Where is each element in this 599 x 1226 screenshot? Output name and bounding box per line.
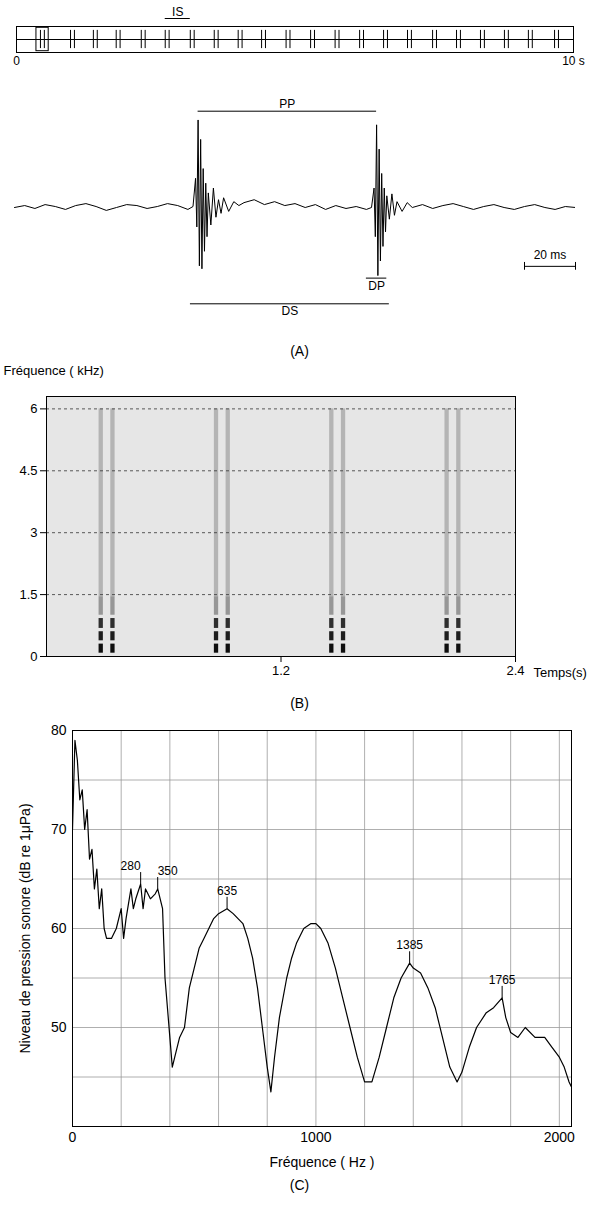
svg-text:0: 0 xyxy=(13,54,20,68)
svg-text:1765: 1765 xyxy=(489,973,516,987)
svg-text:70: 70 xyxy=(51,821,67,837)
svg-text:6: 6 xyxy=(30,401,37,416)
svg-text:2.4: 2.4 xyxy=(506,663,524,678)
svg-text:Niveau de pression sonore (dB: Niveau de pression sonore (dB re 1μPa) xyxy=(17,803,33,1053)
svg-text:PP: PP xyxy=(279,97,295,111)
svg-text:50: 50 xyxy=(51,1019,67,1035)
svg-text:0: 0 xyxy=(69,1129,77,1145)
svg-text:1000: 1000 xyxy=(300,1129,331,1145)
svg-text:280: 280 xyxy=(121,859,141,873)
svg-text:1.2: 1.2 xyxy=(272,663,290,678)
html-text:(A): (A) xyxy=(290,343,309,359)
svg-text:1385: 1385 xyxy=(396,938,423,952)
svg-text:635: 635 xyxy=(217,884,237,898)
svg-text:Temps(s): Temps(s) xyxy=(534,665,587,680)
html-text:(C): (C) xyxy=(289,1177,310,1193)
svg-text:2000: 2000 xyxy=(544,1129,575,1145)
svg-text:60: 60 xyxy=(51,920,67,936)
svg-text:DP: DP xyxy=(368,279,385,293)
svg-text:DS: DS xyxy=(282,304,299,318)
svg-text:Fréquence ( kHz): Fréquence ( kHz) xyxy=(4,363,104,378)
svg-text:4.5: 4.5 xyxy=(19,463,37,478)
svg-text:3: 3 xyxy=(30,525,37,540)
svg-text:Fréquence ( Hz ): Fréquence ( Hz ) xyxy=(269,1154,374,1170)
html-text:(B): (B) xyxy=(290,695,309,711)
svg-text:350: 350 xyxy=(158,864,178,878)
svg-text:1.5: 1.5 xyxy=(19,587,37,602)
svg-text:10 s: 10 s xyxy=(562,54,585,68)
svg-text:0: 0 xyxy=(30,649,37,664)
svg-text:IS: IS xyxy=(172,5,183,19)
svg-text:80: 80 xyxy=(51,722,67,738)
svg-text:20 ms: 20 ms xyxy=(534,248,567,262)
